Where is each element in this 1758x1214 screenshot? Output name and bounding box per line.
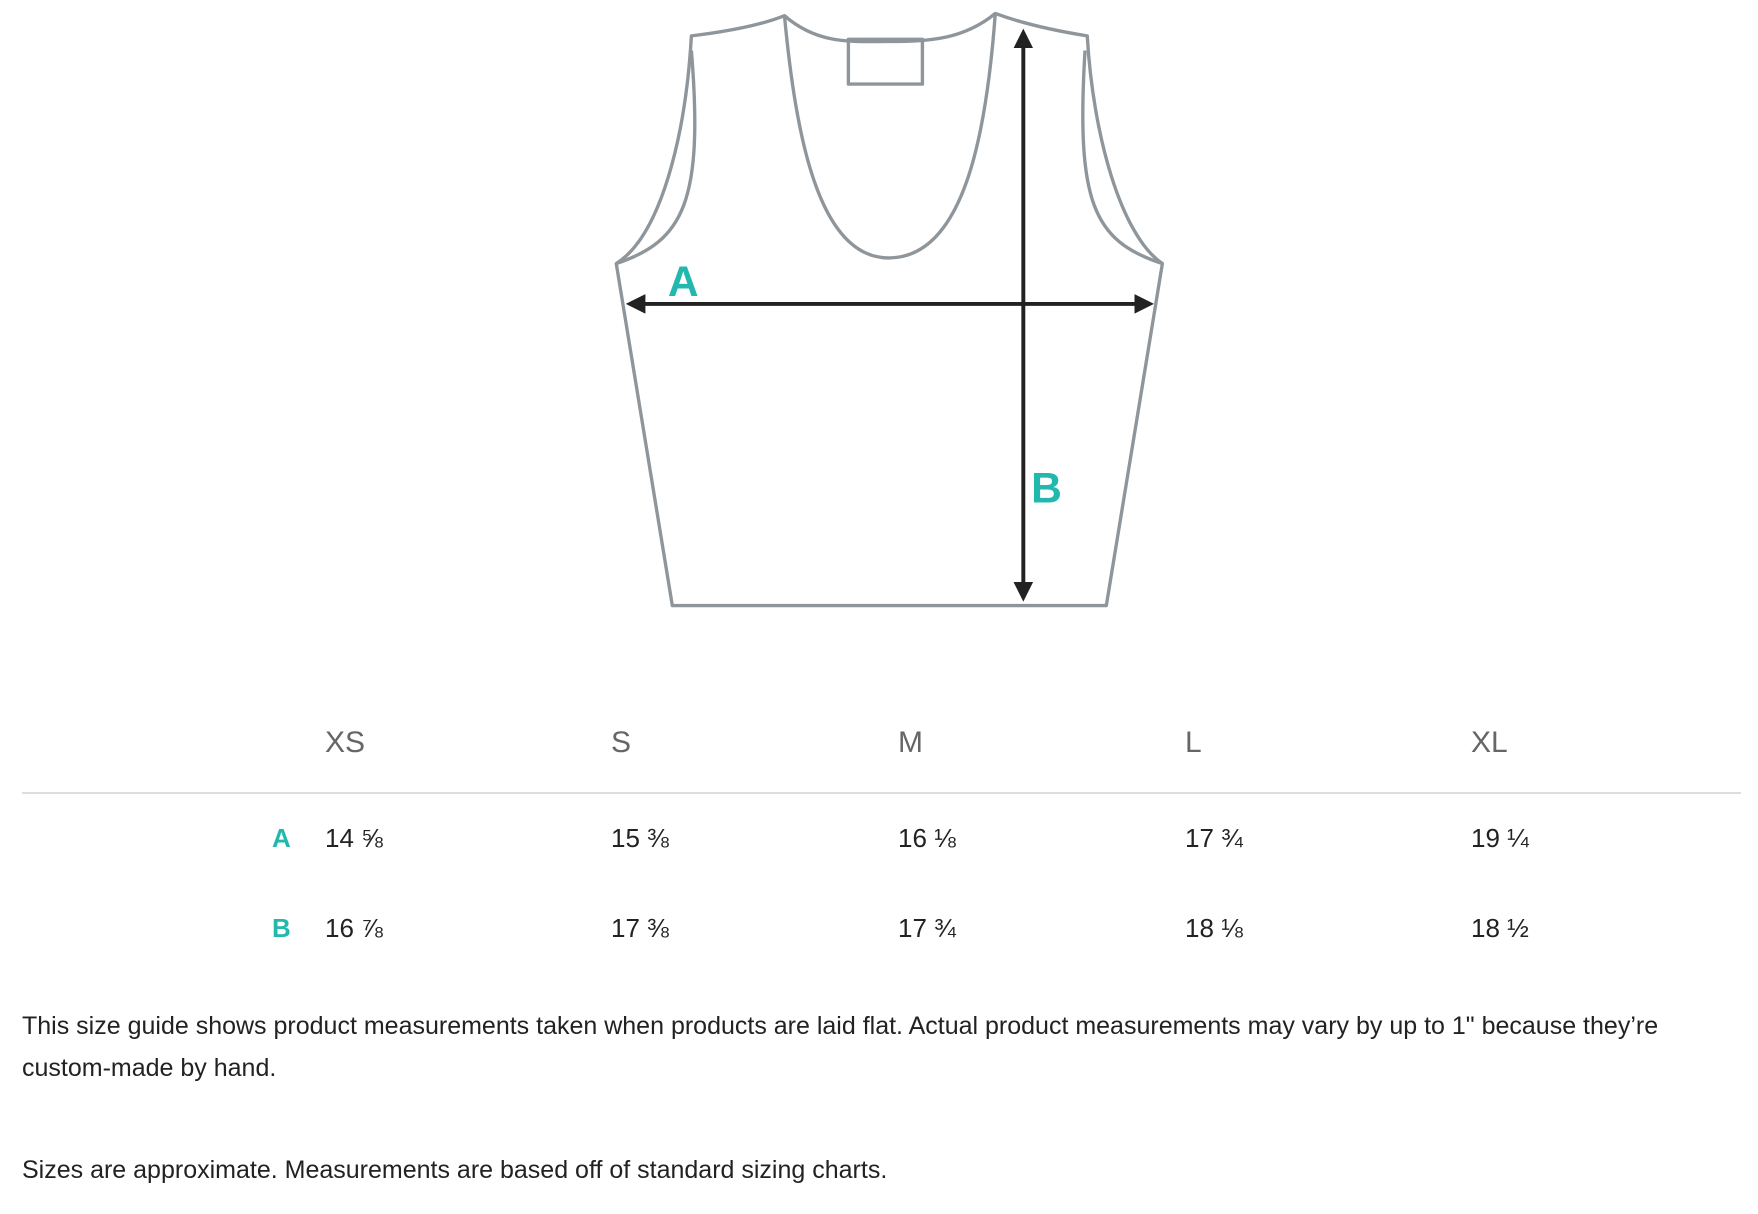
- cell-a-xl: 19 ¼: [1471, 823, 1529, 853]
- cell-b-m: 17 ¾: [898, 913, 956, 943]
- table-divider: [22, 792, 1741, 794]
- cell-b-l: 18 ⅛: [1185, 913, 1243, 943]
- row-label-a: A: [272, 823, 291, 853]
- cell-a-xs: 14 ⅝: [325, 823, 383, 853]
- size-header-l: L: [1185, 726, 1202, 759]
- measurement-note: This size guide shows product measuremen…: [22, 1012, 1659, 1082]
- left-armhole-inner: [615, 50, 697, 266]
- cell-a-l: 17 ¾: [1185, 823, 1243, 853]
- tank-top-measurement-diagram: A B: [614, 11, 1165, 608]
- cell-b-s: 17 ⅜: [611, 913, 669, 943]
- right-armhole-inner: [1081, 50, 1163, 266]
- cell-b-xl: 18 ½: [1471, 913, 1529, 943]
- label-b: B: [1031, 464, 1062, 512]
- cell-a-s: 15 ⅜: [611, 823, 669, 853]
- cell-b-xs: 16 ⅞: [325, 913, 383, 943]
- size-header-xs: XS: [325, 726, 366, 759]
- approximation-note: Sizes are approximate. Measurements are …: [22, 1156, 888, 1184]
- size-header-s: S: [611, 726, 632, 759]
- front-neckline: [782, 13, 997, 260]
- garment-outline: [614, 11, 1165, 608]
- row-label-b: B: [272, 913, 291, 943]
- cell-a-m: 16 ⅛: [898, 823, 956, 853]
- size-header-xl: XL: [1471, 726, 1508, 759]
- size-header-m: M: [898, 726, 923, 759]
- neck-label-tag: [846, 37, 925, 86]
- label-a: A: [668, 258, 699, 306]
